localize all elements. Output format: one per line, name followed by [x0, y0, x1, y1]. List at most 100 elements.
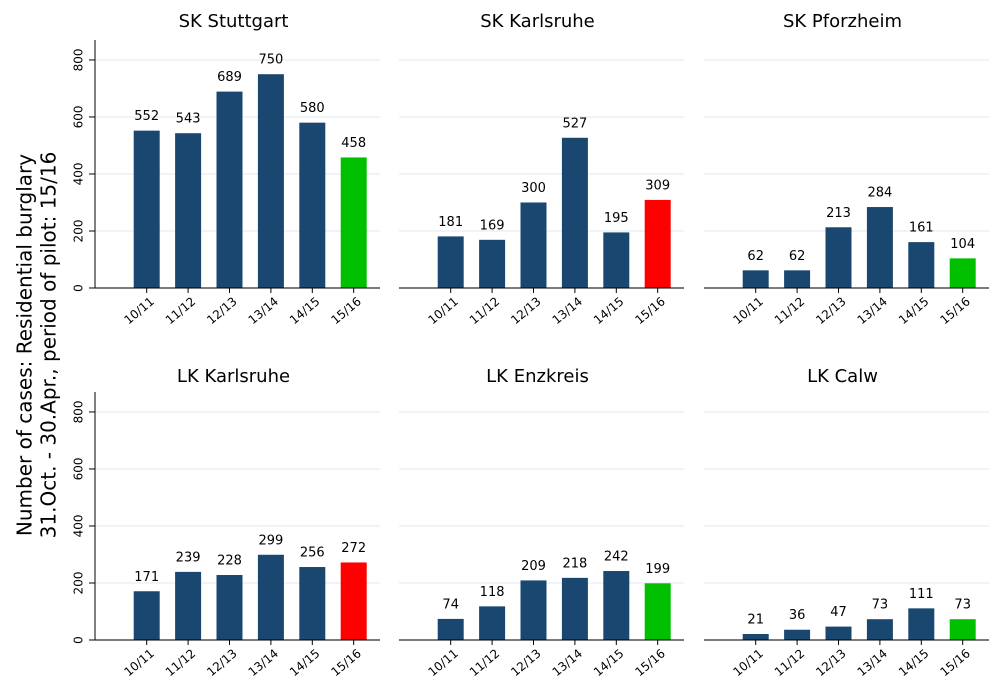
y-axis-label-line: 31.Oct. - 30.Apr., period of pilot: 15/1…	[37, 152, 61, 539]
bar	[644, 199, 671, 288]
bar	[561, 137, 588, 288]
bar	[866, 207, 893, 288]
bar	[257, 554, 284, 640]
value-label: 181	[438, 215, 463, 230]
bar	[908, 242, 935, 288]
bar	[742, 270, 769, 288]
value-label: 62	[789, 249, 806, 264]
bar	[742, 634, 769, 640]
y-axis-label-line: Number of cases: Residential burglary	[13, 154, 37, 536]
value-label: 242	[604, 550, 629, 565]
bar	[561, 577, 588, 640]
value-label: 161	[909, 221, 934, 236]
y-axis-label: Number of cases: Residential burglary 31…	[13, 152, 61, 539]
bar	[603, 232, 630, 288]
bar	[175, 133, 202, 288]
value-label: 284	[867, 186, 892, 201]
value-label: 689	[217, 70, 242, 85]
y-tick-label: 800	[72, 49, 86, 72]
bar	[479, 239, 506, 288]
bar	[437, 618, 464, 640]
y-tick-label: 0	[72, 636, 86, 644]
value-label: 299	[258, 533, 283, 548]
y-tick-label: 800	[72, 401, 86, 424]
value-label: 169	[480, 218, 505, 233]
bar	[340, 157, 367, 288]
value-label: 218	[562, 556, 587, 571]
bar	[949, 258, 976, 288]
bar	[825, 626, 852, 640]
bar	[133, 130, 160, 288]
panel-title: SK Stuttgart	[179, 11, 289, 32]
y-tick-label-group: 400	[72, 163, 86, 186]
value-label: 73	[954, 598, 971, 613]
bar	[299, 567, 326, 640]
bar	[257, 74, 284, 288]
value-label: 118	[480, 585, 505, 600]
y-tick-label-group: 800	[72, 49, 86, 72]
y-tick-label: 200	[72, 572, 86, 595]
panel-title: LK Enzkreis	[486, 366, 589, 387]
value-label: 104	[950, 237, 975, 252]
value-label: 300	[521, 181, 546, 196]
y-tick-label-group: 600	[72, 458, 86, 481]
value-label: 73	[872, 598, 889, 613]
bar	[866, 619, 893, 640]
value-label: 256	[300, 546, 325, 561]
value-label: 458	[341, 136, 366, 151]
value-label: 228	[217, 554, 242, 569]
value-label: 171	[134, 570, 159, 585]
y-tick-label-group: 200	[72, 572, 86, 595]
value-label: 750	[258, 53, 283, 68]
y-tick-label: 400	[72, 163, 86, 186]
value-label: 543	[176, 112, 201, 127]
value-label: 580	[300, 101, 325, 116]
y-tick-label-group: 400	[72, 515, 86, 538]
panel-title: SK Karlsruhe	[480, 11, 595, 32]
value-label: 47	[830, 605, 847, 620]
bar	[825, 227, 852, 288]
y-tick-label: 600	[72, 106, 86, 129]
y-tick-label-group: 600	[72, 106, 86, 129]
y-tick-label-group: 0	[72, 636, 86, 644]
value-label: 239	[176, 550, 201, 565]
bar	[603, 571, 630, 640]
y-tick-label: 0	[72, 284, 86, 292]
panel-title: SK Pforzheim	[783, 11, 902, 32]
value-label: 527	[562, 116, 587, 131]
value-label: 111	[909, 587, 934, 602]
value-label: 213	[826, 206, 851, 221]
bar	[216, 91, 243, 289]
value-label: 21	[747, 613, 764, 628]
y-tick-label: 200	[72, 220, 86, 243]
value-label: 552	[134, 109, 159, 124]
bar	[299, 122, 326, 289]
bar	[175, 571, 202, 640]
y-tick-label: 600	[72, 458, 86, 481]
value-label: 195	[604, 211, 629, 226]
bar	[520, 202, 547, 288]
panel-title: LK Karlsruhe	[177, 366, 290, 387]
value-label: 74	[442, 597, 459, 612]
panel-title: LK Calw	[807, 366, 878, 387]
bar	[437, 236, 464, 288]
y-tick-label-group: 0	[72, 284, 86, 292]
value-label: 199	[645, 562, 670, 577]
value-label: 62	[747, 249, 764, 264]
bar	[133, 591, 160, 640]
bar	[644, 583, 671, 640]
y-tick-label-group: 800	[72, 401, 86, 424]
bar	[949, 619, 976, 640]
bar	[216, 575, 243, 640]
bar	[908, 608, 935, 640]
bar	[784, 270, 811, 288]
value-label: 272	[341, 541, 366, 556]
bar	[520, 580, 547, 640]
y-tick-label: 400	[72, 515, 86, 538]
bar	[340, 562, 367, 640]
bar	[784, 629, 811, 640]
bar	[479, 606, 506, 640]
value-label: 36	[789, 608, 806, 623]
